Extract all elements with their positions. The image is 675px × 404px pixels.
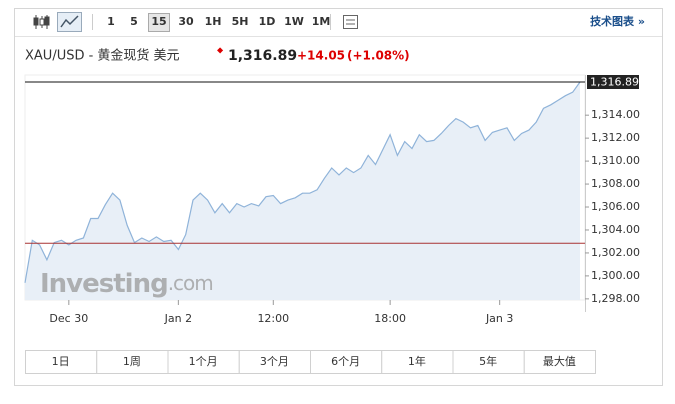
last-price-box xyxy=(587,75,639,90)
price-line xyxy=(24,81,581,283)
interval[interactable]: 1M xyxy=(312,15,331,28)
interval[interactable]: 1W xyxy=(284,15,304,28)
interval[interactable]: 1D xyxy=(259,15,276,28)
watermark: Investing.com xyxy=(40,269,213,299)
range-label: 1日 xyxy=(52,355,70,368)
x-tick-label: Dec 30 xyxy=(49,312,88,325)
settings-icon[interactable] xyxy=(343,15,358,29)
x-tick-label: Jan 3 xyxy=(485,312,513,325)
range-label: 1个月 xyxy=(189,355,218,368)
interval[interactable]: 30 xyxy=(178,15,194,28)
y-tick-label: 1,308.00 xyxy=(591,177,640,190)
x-tick-label: 12:00 xyxy=(257,312,289,325)
watermark-brand: Investing xyxy=(40,269,168,299)
y-tick-label: 1,300.00 xyxy=(591,269,640,282)
interval[interactable]: 5 xyxy=(130,15,138,28)
interval-selected xyxy=(148,13,170,32)
y-tick-label: 1,312.00 xyxy=(591,131,640,144)
interval[interactable]: 5H xyxy=(232,15,249,28)
interval[interactable]: 1 xyxy=(107,15,115,28)
range-label: 6个月 xyxy=(331,355,360,368)
last-price-label: 1,316.89 xyxy=(590,76,639,89)
up-marker: ◆ xyxy=(217,46,224,55)
range-label: 1年 xyxy=(408,354,426,368)
area xyxy=(25,82,580,300)
change-pct: (+1.08%) xyxy=(347,49,410,63)
x-tick-label: 18:00 xyxy=(374,312,406,325)
range-button[interactable] xyxy=(523,350,596,374)
range-label: 1周 xyxy=(123,355,141,368)
range-label: 3个月 xyxy=(260,355,289,368)
interval[interactable]: 15 xyxy=(151,15,166,28)
candle-icon xyxy=(33,15,50,29)
line-icon-glyph xyxy=(60,15,79,28)
watermark-suffix: .com xyxy=(168,271,213,295)
y-tick-label: 1,298.00 xyxy=(591,292,640,305)
price: 1,316.89 xyxy=(228,48,297,64)
range-label: 最大值 xyxy=(543,354,576,368)
line-icon[interactable] xyxy=(57,12,82,32)
y-tick-label: 1,304.00 xyxy=(591,223,640,236)
y-tick-label: 1,314.00 xyxy=(591,108,640,121)
y-tick-label: 1,302.00 xyxy=(591,246,640,259)
x-tick-label: Jan 2 xyxy=(164,312,192,325)
change: +14.05 xyxy=(297,49,345,63)
tech-chart-link[interactable]: 技术图表 » xyxy=(590,14,645,28)
y-tick-label: 1,306.00 xyxy=(591,200,640,213)
range-label: 5年 xyxy=(479,354,497,368)
y-tick-label: 1,310.00 xyxy=(591,154,640,167)
instrument-title: XAU/USD - 黄金现货 美元 xyxy=(25,48,180,64)
interval[interactable]: 1H xyxy=(205,15,222,28)
